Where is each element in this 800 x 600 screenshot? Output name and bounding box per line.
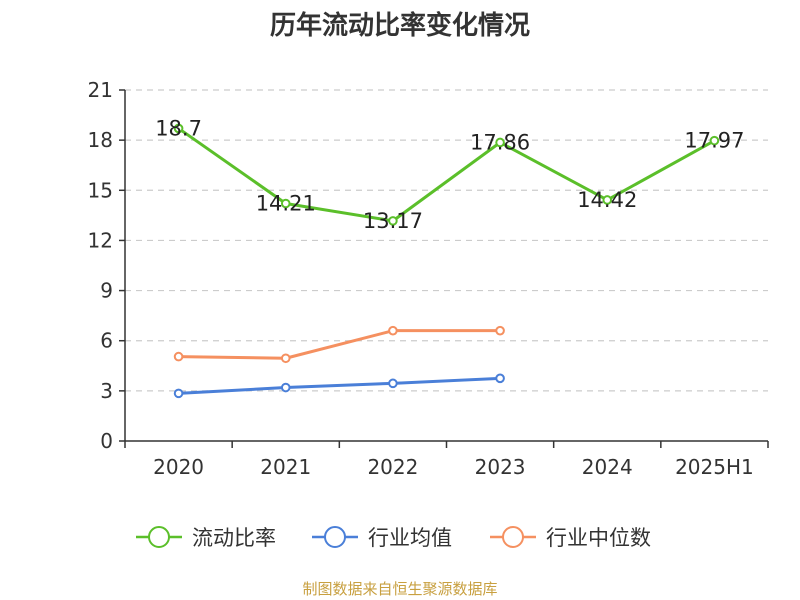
legend-marker	[324, 526, 346, 548]
x-tick-label: 2025H1	[675, 455, 754, 479]
data-point	[388, 216, 398, 226]
series-group: 18.7 14.21 13.17 17.86 14.42 17.97	[155, 116, 744, 399]
data-point	[495, 137, 505, 148]
legend-label: 行业均值	[368, 526, 452, 550]
series-2	[173, 373, 505, 399]
data-point	[709, 135, 720, 146]
data-point	[173, 123, 184, 134]
data-point	[388, 378, 398, 389]
y-tick-label: 6	[100, 329, 113, 353]
y-tick-label: 21	[88, 78, 113, 102]
series-line	[177, 127, 716, 223]
y-tick-label: 3	[100, 379, 113, 403]
series-3	[173, 325, 505, 364]
y-tick-label: 12	[88, 228, 113, 252]
data-point	[173, 388, 184, 399]
legend-item-1: 流动比率	[136, 526, 276, 550]
data-point	[280, 382, 291, 393]
data-point	[280, 353, 291, 364]
data-point	[495, 373, 505, 384]
data-label: 18.7	[155, 116, 202, 140]
series-line	[178, 376, 501, 395]
series-1: 18.7 14.21 13.17 17.86 14.42 17.97	[155, 116, 744, 232]
data-label: 17.97	[684, 129, 744, 153]
data-label: 14.21	[256, 191, 316, 215]
data-point	[280, 198, 291, 209]
y-tick-label: 15	[88, 178, 113, 202]
data-point	[173, 351, 184, 362]
legend-item-3: 行业中位数	[490, 526, 651, 550]
x-tick-label: 2020	[153, 455, 204, 479]
data-label: 13.17	[363, 209, 423, 233]
y-tick-label: 18	[88, 128, 113, 152]
chart-title: 历年流动比率变化情况	[270, 10, 530, 41]
data-label: 14.42	[577, 188, 637, 212]
legend: 流动比率 行业均值 行业中位数	[136, 526, 651, 550]
legend-label: 流动比率	[192, 526, 276, 550]
x-tick-label: 2021	[260, 455, 311, 479]
data-point	[495, 325, 505, 336]
series-line	[178, 329, 501, 360]
x-tick-label: 2023	[475, 455, 526, 479]
y-tick-label: 0	[100, 429, 113, 453]
grid-lines	[125, 89, 768, 392]
source-note: 制图数据来自恒生聚源数据库	[302, 580, 497, 598]
axes: 0 3 6 9 12 15 18 21 2020 2021 2022 2023 2024 2025H1	[88, 78, 769, 479]
legend-marker	[502, 526, 524, 548]
x-tick-label: 2024	[582, 455, 633, 479]
legend-label: 行业中位数	[546, 526, 651, 550]
y-tick-label: 9	[100, 279, 113, 303]
data-point	[602, 195, 613, 205]
x-tick-label: 2022	[367, 455, 418, 479]
data-point	[388, 325, 398, 336]
data-label: 17.86	[470, 130, 530, 154]
legend-marker	[148, 526, 170, 548]
legend-item-2: 行业均值	[312, 526, 452, 550]
